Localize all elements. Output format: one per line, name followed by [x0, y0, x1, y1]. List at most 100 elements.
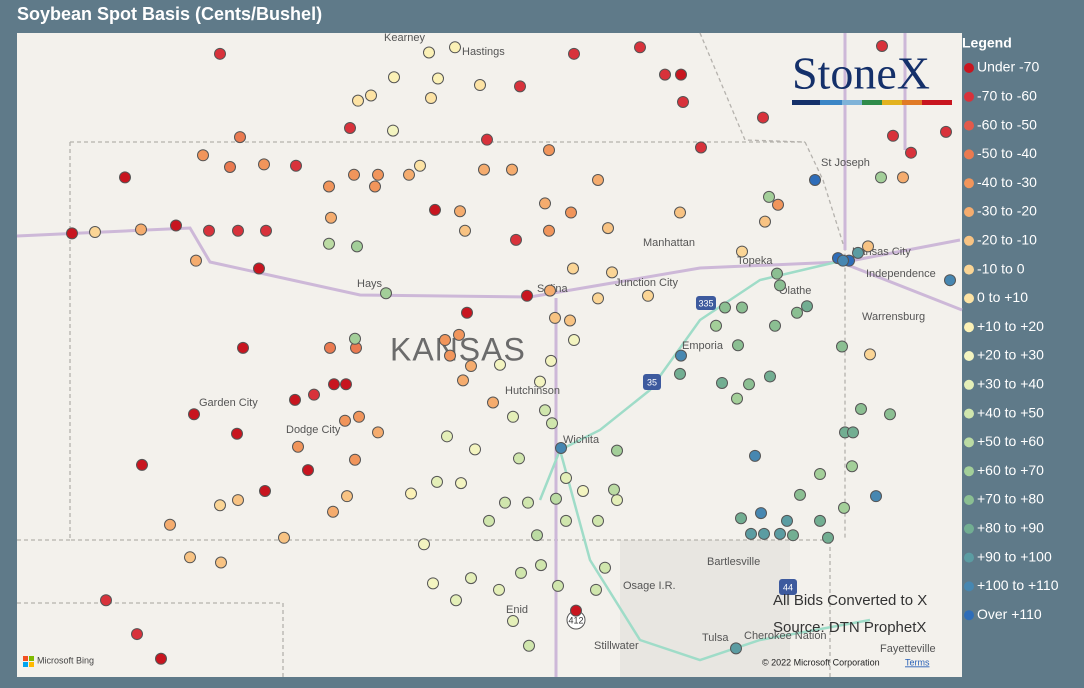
basis-point — [465, 572, 477, 585]
basis-point — [545, 354, 557, 367]
basis-point — [884, 408, 896, 421]
basis-point — [592, 514, 604, 527]
city-label: Emporia — [682, 340, 724, 352]
basis-point — [611, 444, 623, 457]
logo: StoneX — [792, 48, 930, 99]
basis-point — [341, 490, 353, 503]
road-shield: 335 — [698, 298, 713, 308]
legend-title: Legend — [962, 35, 1012, 51]
basis-point — [290, 159, 302, 172]
basis-point — [324, 341, 336, 354]
basis-point — [214, 499, 226, 512]
basis-point — [606, 266, 618, 279]
legend-label: +70 to +80 — [977, 491, 1044, 507]
basis-point — [231, 427, 243, 440]
basis-point — [514, 80, 526, 93]
basis-point — [570, 604, 582, 617]
basis-point — [100, 594, 112, 607]
basis-point — [875, 171, 887, 184]
basis-point — [568, 47, 580, 60]
city-label: Osage I.R. — [623, 580, 676, 592]
road-shield: 412 — [568, 615, 583, 625]
basis-point — [388, 71, 400, 84]
basis-point — [522, 496, 534, 509]
basis-point — [481, 133, 493, 146]
basis-point — [590, 583, 602, 596]
basis-point — [197, 149, 209, 162]
basis-point — [483, 514, 495, 527]
basis-point — [339, 414, 351, 427]
basis-point — [550, 492, 562, 505]
legend-label: +60 to +70 — [977, 462, 1044, 478]
basis-point — [749, 449, 761, 462]
basis-point — [539, 404, 551, 417]
basis-point — [507, 615, 519, 628]
legend-label: Under -70 — [977, 59, 1039, 75]
basis-point — [253, 262, 265, 275]
basis-point — [499, 496, 511, 509]
basis-point — [403, 168, 415, 181]
terms-link[interactable]: Terms — [905, 657, 930, 667]
legend-swatch — [964, 437, 974, 448]
legend-swatch — [964, 178, 974, 189]
basis-point — [387, 124, 399, 137]
city-label: Warrensburg — [862, 311, 925, 323]
basis-point — [838, 501, 850, 514]
basis-point — [544, 284, 556, 297]
basis-point — [592, 174, 604, 187]
legend-label: -30 to -20 — [977, 203, 1037, 219]
basis-point — [659, 68, 671, 81]
city-label: Dodge City — [286, 424, 341, 436]
basis-point — [487, 396, 499, 409]
legend-swatch — [964, 293, 974, 304]
basis-point — [710, 319, 722, 332]
basis-point — [351, 240, 363, 253]
basis-point — [567, 262, 579, 275]
basis-point — [781, 514, 793, 527]
basis-point — [771, 267, 783, 280]
basis-point — [730, 642, 742, 655]
basis-point — [234, 131, 246, 144]
basis-point — [423, 46, 435, 59]
basis-point — [719, 301, 731, 314]
basis-point — [794, 488, 806, 501]
note: Source: DTN ProphetX — [773, 619, 926, 636]
basis-point — [611, 494, 623, 507]
title: Soybean Spot Basis (Cents/Bushel) — [17, 4, 322, 24]
legend-label: +30 to +40 — [977, 376, 1044, 392]
city-label: Hastings — [462, 46, 505, 58]
basis-point — [745, 527, 757, 540]
basis-point — [214, 47, 226, 60]
basis-point — [455, 477, 467, 490]
city-label: Hays — [357, 278, 383, 290]
basis-point — [531, 529, 543, 542]
basis-point — [135, 223, 147, 236]
basis-point — [940, 125, 952, 138]
basis-point — [327, 505, 339, 518]
city-label: Kearney — [384, 32, 425, 44]
basis-point — [418, 538, 430, 551]
basis-point — [743, 378, 755, 391]
legend-label: -20 to -10 — [977, 232, 1037, 248]
basis-point — [757, 111, 769, 124]
legend-swatch — [964, 63, 974, 73]
basis-point — [787, 529, 799, 542]
city-label: Junction City — [615, 277, 678, 289]
basis-point — [478, 163, 490, 176]
legend-swatch — [964, 120, 974, 131]
basis-point — [876, 40, 888, 53]
basis-point — [852, 246, 864, 259]
basis-point — [521, 289, 533, 302]
basis-point — [564, 314, 576, 327]
basis-point — [543, 144, 555, 157]
basis-point — [674, 206, 686, 219]
basis-point — [836, 340, 848, 353]
city-label: Fayetteville — [880, 643, 936, 655]
basis-point — [758, 527, 770, 540]
city-label: Tulsa — [702, 632, 729, 644]
basis-point — [677, 95, 689, 108]
basis-point — [634, 41, 646, 54]
legend-swatch — [964, 91, 974, 102]
basis-point — [431, 475, 443, 488]
